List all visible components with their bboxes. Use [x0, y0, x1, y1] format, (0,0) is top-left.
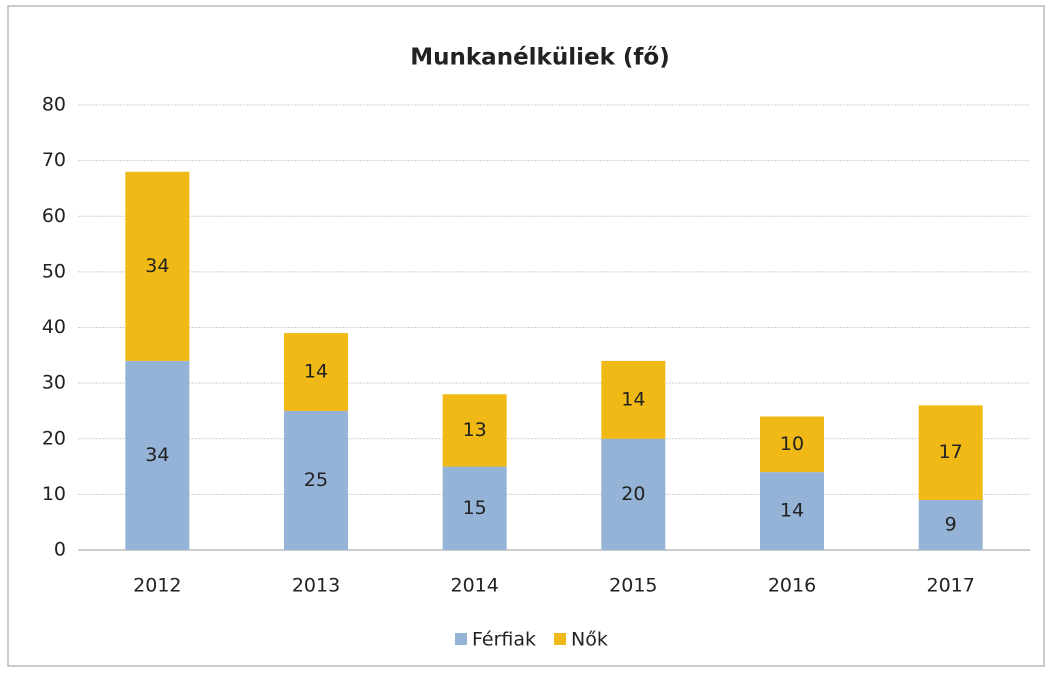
y-tick-label: 40	[42, 316, 66, 338]
x-tick-label: 2012	[133, 575, 181, 597]
y-tick-label: 30	[42, 372, 66, 394]
bar-segment	[125, 171, 190, 361]
bar-segment	[760, 472, 824, 550]
data-label: 15	[463, 497, 487, 519]
y-tick-label: 50	[42, 260, 66, 282]
bar-segment	[601, 438, 666, 550]
data-label: 9	[945, 513, 957, 535]
x-tick-label: 2013	[292, 575, 340, 597]
legend-label: Nők	[571, 629, 608, 651]
data-label: 13	[463, 419, 487, 441]
data-label: 17	[939, 441, 963, 463]
legend-label: Férfiak	[472, 629, 536, 651]
data-label: 14	[621, 388, 645, 410]
data-label: 20	[621, 483, 645, 505]
x-tick-label: 2016	[768, 575, 816, 597]
bar-segment	[125, 360, 190, 550]
y-tick-label: 80	[42, 94, 66, 116]
bar-segment	[918, 499, 983, 550]
bar-segment	[601, 360, 666, 439]
x-tick-label: 2014	[450, 575, 498, 597]
data-label: 14	[780, 500, 804, 522]
bar-segment	[442, 394, 507, 467]
y-tick-label: 10	[42, 483, 66, 505]
y-tick-label: 20	[42, 427, 66, 449]
y-tick-label: 0	[54, 539, 66, 561]
x-tick-label: 2017	[926, 575, 974, 597]
bar-segment	[284, 333, 348, 411]
bar-segment	[442, 466, 507, 550]
legend-swatch	[554, 633, 567, 645]
bar-segment	[760, 416, 824, 473]
legend-swatch	[455, 633, 467, 645]
bar-segment	[284, 410, 348, 550]
bar-segment	[918, 405, 983, 500]
data-label: 34	[145, 255, 169, 277]
x-tick-label: 2015	[609, 575, 657, 597]
chart-title: Munkanélküliek (fő)	[410, 45, 669, 71]
data-label: 25	[304, 469, 328, 491]
y-tick-label: 60	[42, 205, 66, 227]
y-tick-label: 70	[42, 149, 66, 171]
data-label: 10	[780, 433, 804, 455]
data-label: 34	[145, 444, 169, 466]
data-label: 14	[304, 361, 328, 383]
